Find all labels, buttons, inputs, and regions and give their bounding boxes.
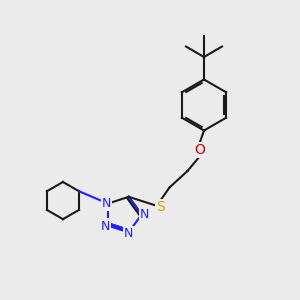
Text: N: N (100, 220, 110, 232)
Text: N: N (140, 208, 149, 221)
Text: O: O (194, 143, 205, 157)
Text: S: S (156, 200, 165, 214)
Text: N: N (102, 197, 111, 210)
Text: N: N (124, 227, 134, 240)
